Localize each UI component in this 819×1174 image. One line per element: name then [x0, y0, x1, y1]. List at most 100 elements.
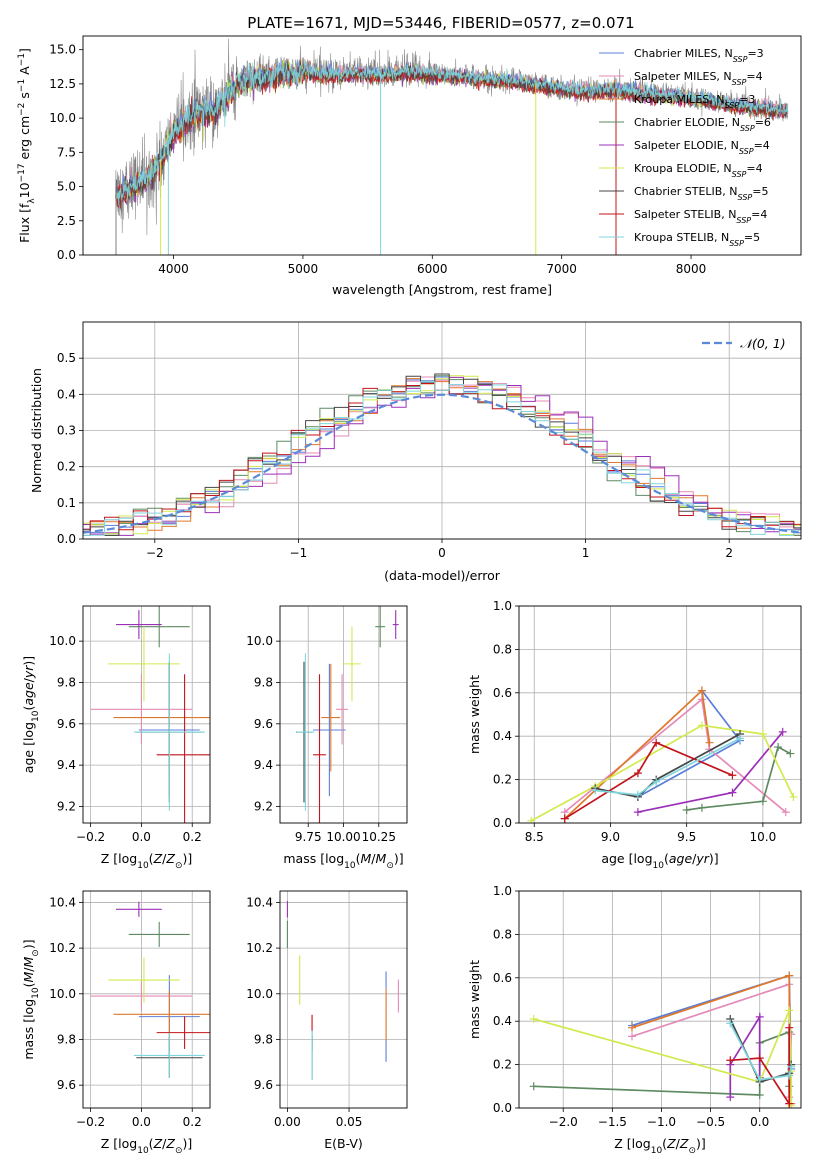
mass-weight-marker-salpeter_stelib — [785, 1023, 794, 1032]
age-vs-mass-panel: 9.75 10.00 10.25 9.2 9.4 9.6 9.8 10.0 mass [log1… — [246, 605, 408, 871]
age-vs-metallicity-panel: −0.2 0.0 0.29.29.49.69.810.0Z [log10(Z/Z⊙)… — [21, 605, 211, 871]
figure-title: PLATE=1671, MJD=53446, FIBERID=0577, z=0… — [247, 14, 634, 32]
label-part: A — [17, 66, 32, 79]
mass-weight-line-kroupa_stelib — [729, 1023, 793, 1081]
y-tick-label: 0.6 — [493, 971, 512, 985]
y-tick-label: 0.0 — [57, 248, 76, 262]
label-part: ] — [17, 48, 32, 53]
plot-area — [529, 971, 796, 1108]
mass-weight-marker-kroupa_miles — [627, 1023, 636, 1032]
massweight-vs-age-panel: 8.5 9.0 9.5 10.0 0.0 0.2 0.4 0.6 0.8 1.0 age [log1… — [467, 599, 802, 871]
plot-area — [90, 606, 210, 823]
label-part: ⊙ — [175, 1146, 183, 1156]
label-part: 10 — [31, 710, 41, 722]
x-axis-label: E(B-V) — [324, 1136, 363, 1151]
legend-entry: Salpeter STELIB, NSSP=4 — [634, 208, 767, 225]
plot-area — [83, 373, 801, 536]
legend-subscript: SSP — [736, 216, 751, 225]
label-part: Z — [153, 1136, 163, 1151]
y-tick-label: 0.4 — [493, 729, 512, 743]
gaussian-reference-curve — [83, 393, 801, 534]
x-tick-label: 0.0 — [132, 1115, 151, 1129]
y-tick-label: 10.0 — [49, 634, 76, 648]
legend-entry: Kroupa STELIB, NSSP=5 — [634, 231, 760, 248]
label-part: erg cm — [17, 116, 32, 164]
label-part: ( — [662, 1136, 667, 1151]
mass-weight-line-chabrier_elodie — [686, 745, 791, 811]
mass-weight-line-chabrier_miles — [637, 690, 742, 798]
label-part: )] — [21, 939, 36, 949]
mass-weight-marker-kroupa_stelib — [652, 777, 661, 786]
x-axis-label: Z [log10(Z/Z⊙)] — [614, 1136, 706, 1156]
label-part: 10 — [137, 1146, 149, 1156]
y-tick-label: 1.0 — [493, 599, 512, 613]
x-tick-label: 7000 — [546, 262, 577, 276]
axes-frame — [518, 890, 802, 1109]
label-part: M — [361, 851, 372, 866]
label-part: / — [162, 1136, 167, 1151]
mass-weight-line-salpeter_stelib — [730, 1027, 791, 1107]
label-part: / — [21, 677, 36, 682]
x-tick-label: 9.75 — [295, 830, 322, 844]
label-part: )] — [182, 1136, 192, 1151]
mass-weight-line-chabrier_miles — [631, 974, 793, 1069]
mass-weight-marker-kroupa_stelib — [591, 786, 600, 795]
legend-tail: =4 — [746, 70, 762, 83]
x-tick-label: −1.0 — [647, 1115, 676, 1129]
label-part: Z — [679, 1136, 689, 1151]
x-tick-label: 6000 — [417, 262, 448, 276]
y-tick-label: 0.2 — [493, 773, 512, 787]
label-part: ( — [21, 706, 36, 711]
mass-weight-marker-salpeter_miles — [627, 1032, 636, 1041]
plot-area — [286, 901, 399, 1081]
x-tick-label: 0.2 — [183, 830, 202, 844]
legend-text: Salpeter STELIB, N — [634, 208, 736, 221]
mass-weight-marker-salpeter_stelib — [755, 1054, 764, 1063]
mass-weight-marker-salpeter_stelib — [785, 1099, 794, 1108]
mass-weight-marker-salpeter_stelib — [652, 738, 661, 747]
x-tick-label: 10.0 — [750, 830, 777, 844]
label-part: 10 — [653, 861, 665, 871]
mass-weight-marker-salpeter_stelib — [560, 814, 569, 823]
x-tick-label: −0.2 — [76, 1115, 105, 1129]
y-tick-label: 9.6 — [254, 1078, 273, 1092]
label-part: Flux [f — [17, 203, 32, 243]
label-part: age [log — [21, 722, 36, 773]
legend-entry: 𝒩(0, 1) — [740, 336, 786, 351]
y-tick-label: 9.6 — [57, 717, 76, 731]
mass-weight-marker-salpeter_stelib — [726, 1056, 735, 1065]
mass-vs-ebv-panel: 0.00 0.05 9.6 9.8 10.0 10.2 10.4 E(B-V) — [246, 890, 408, 1151]
axes-frame — [279, 890, 408, 1109]
x-tick-label: −0.2 — [76, 830, 105, 844]
legend-tail: =4 — [754, 139, 770, 152]
y-tick-label: 0.2 — [493, 1058, 512, 1072]
label-part: )] — [696, 1136, 706, 1151]
mass-weight-marker-kroupa_elodie — [789, 792, 798, 801]
plot-area — [115, 38, 789, 255]
label-part: mass [log — [21, 999, 36, 1060]
x-axis-label: Z [log10(Z/Z⊙)] — [101, 851, 193, 871]
mass-weight-marker-kroupa_elodie — [785, 1006, 794, 1015]
y-tick-label: 10.2 — [246, 941, 273, 955]
y-tick-label: 0.5 — [57, 351, 76, 365]
x-tick-label: 9.0 — [601, 830, 620, 844]
y-tick-label: 9.2 — [254, 799, 273, 813]
mass-weight-marker-kroupa_miles — [705, 738, 714, 747]
legend-entry: Chabrier STELIB, NSSP=5 — [634, 185, 768, 202]
mass-weight-marker-salpeter_elodie — [755, 1012, 764, 1021]
x-tick-label: 0.05 — [336, 1115, 363, 1129]
label-part: 10 — [31, 987, 41, 999]
y-tick-label: 9.2 — [57, 799, 76, 813]
label-part: )] — [21, 656, 36, 666]
x-tick-label: 5000 — [288, 262, 319, 276]
label-part: −1 — [17, 53, 27, 66]
mass-weight-marker-kroupa_elodie — [529, 1015, 538, 1024]
y-tick-label: 9.4 — [57, 758, 76, 772]
label-part: ⊙ — [386, 861, 394, 871]
x-tick-label: 0.0 — [750, 1115, 769, 1129]
y-tick-label: 0.2 — [57, 460, 76, 474]
legend-subscript: SSP — [740, 124, 755, 133]
legend-text: Salpeter ELODIE, N — [634, 139, 739, 152]
y-tick-label: 2.5 — [57, 214, 76, 228]
label-part: Z [log — [101, 851, 137, 866]
